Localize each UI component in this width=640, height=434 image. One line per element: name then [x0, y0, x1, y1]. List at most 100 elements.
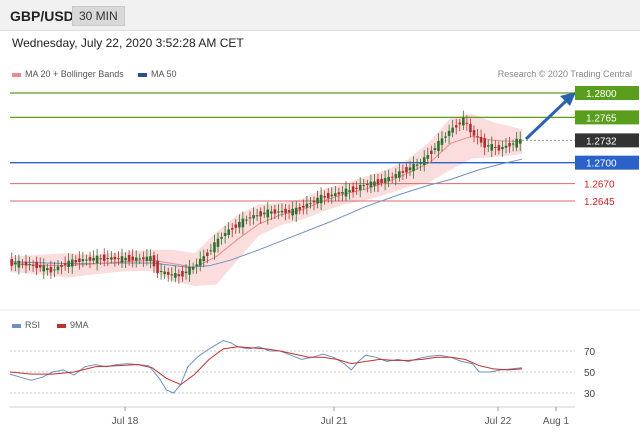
candle-body	[383, 178, 387, 183]
candle	[511, 139, 515, 152]
candle-body	[92, 257, 95, 261]
forecast-arrow-shaft	[524, 99, 568, 141]
candle-body	[298, 207, 302, 210]
candle-body	[31, 264, 35, 266]
candle	[280, 203, 284, 217]
candle	[305, 195, 309, 215]
candle	[508, 136, 511, 153]
candle-body	[419, 163, 422, 165]
candle	[298, 203, 302, 215]
candle	[476, 128, 479, 145]
candle-body	[234, 224, 238, 228]
candle-body	[223, 233, 227, 237]
candle-body	[284, 208, 287, 214]
candle	[398, 163, 401, 182]
candle	[486, 139, 490, 152]
x-axis: Jul 18 Jul 21 Jul 22 Aug 1	[10, 406, 575, 427]
candle	[95, 248, 99, 271]
candle	[38, 257, 42, 272]
candle	[134, 250, 138, 268]
candle	[120, 248, 124, 268]
candle	[451, 119, 454, 138]
candle-body	[198, 258, 202, 266]
level-badge-label: 1.2765	[586, 113, 617, 124]
ma20-line	[9, 135, 523, 268]
candle	[430, 145, 433, 162]
candle-body	[376, 179, 380, 185]
moving-averages	[9, 135, 523, 268]
candle-body	[486, 145, 490, 147]
candle-body	[401, 171, 405, 173]
candle	[206, 249, 209, 264]
candle	[497, 141, 501, 155]
candle	[56, 259, 60, 275]
candle	[166, 267, 170, 282]
credit-label: Research © 2020 Trading Central	[497, 69, 632, 79]
candle	[124, 252, 127, 268]
candle	[252, 207, 255, 225]
timeframe-button[interactable]: 30 MIN	[72, 6, 125, 26]
candle-body	[412, 164, 415, 172]
candle-body	[127, 254, 131, 262]
candle-body	[511, 143, 515, 145]
candle	[277, 204, 280, 220]
candle-body	[518, 139, 522, 144]
candle	[163, 265, 166, 279]
candle	[284, 204, 287, 221]
candle	[319, 187, 323, 210]
candle-body	[202, 256, 206, 262]
candle-body	[483, 138, 486, 148]
candle	[88, 251, 92, 269]
candle-body	[504, 145, 508, 148]
candle	[504, 137, 508, 154]
candle-body	[515, 138, 518, 148]
candle	[49, 260, 53, 279]
candle-body	[138, 258, 142, 260]
candle	[156, 254, 159, 279]
candle-body	[60, 265, 63, 267]
level-badge-label: 1.2800	[586, 89, 617, 100]
candle-body	[398, 171, 401, 178]
symbol-label: GBP/USD	[10, 8, 74, 24]
candle	[209, 243, 213, 255]
x-tick-label: Jul 21	[321, 416, 348, 427]
candle	[515, 131, 518, 152]
candle	[358, 177, 362, 198]
x-tick-label: Aug 1	[543, 416, 570, 427]
candle-body	[508, 143, 511, 147]
candle	[419, 158, 422, 171]
candle-body	[46, 268, 49, 271]
candle-body	[21, 263, 24, 265]
candle-body	[245, 219, 248, 221]
candle-body	[88, 257, 92, 261]
candle-body	[348, 190, 351, 192]
candle	[78, 251, 81, 270]
candle-body	[319, 194, 323, 204]
candle	[390, 172, 394, 184]
candle-body	[259, 211, 262, 217]
candle	[53, 261, 56, 278]
level-badge-1-2645: 1.2645	[584, 197, 615, 208]
candle-body	[305, 203, 309, 208]
candle	[380, 173, 383, 187]
candle-body	[110, 257, 113, 260]
candle-body	[451, 127, 454, 133]
candle-body	[355, 187, 358, 189]
candle-body	[309, 203, 312, 205]
candle-body	[476, 136, 479, 138]
candle-body	[42, 265, 46, 272]
candle	[145, 249, 149, 266]
rsi-ma9-line	[9, 346, 523, 386]
level-badge-1-2765: 1.2765	[575, 110, 639, 125]
candle	[238, 214, 241, 234]
candle	[312, 196, 316, 211]
candle	[433, 142, 437, 155]
candle-body	[444, 136, 447, 138]
candle	[465, 115, 469, 131]
candle	[362, 179, 366, 190]
candle	[152, 251, 156, 274]
candle	[387, 169, 390, 188]
candle	[422, 150, 426, 172]
candle-body	[102, 254, 106, 261]
